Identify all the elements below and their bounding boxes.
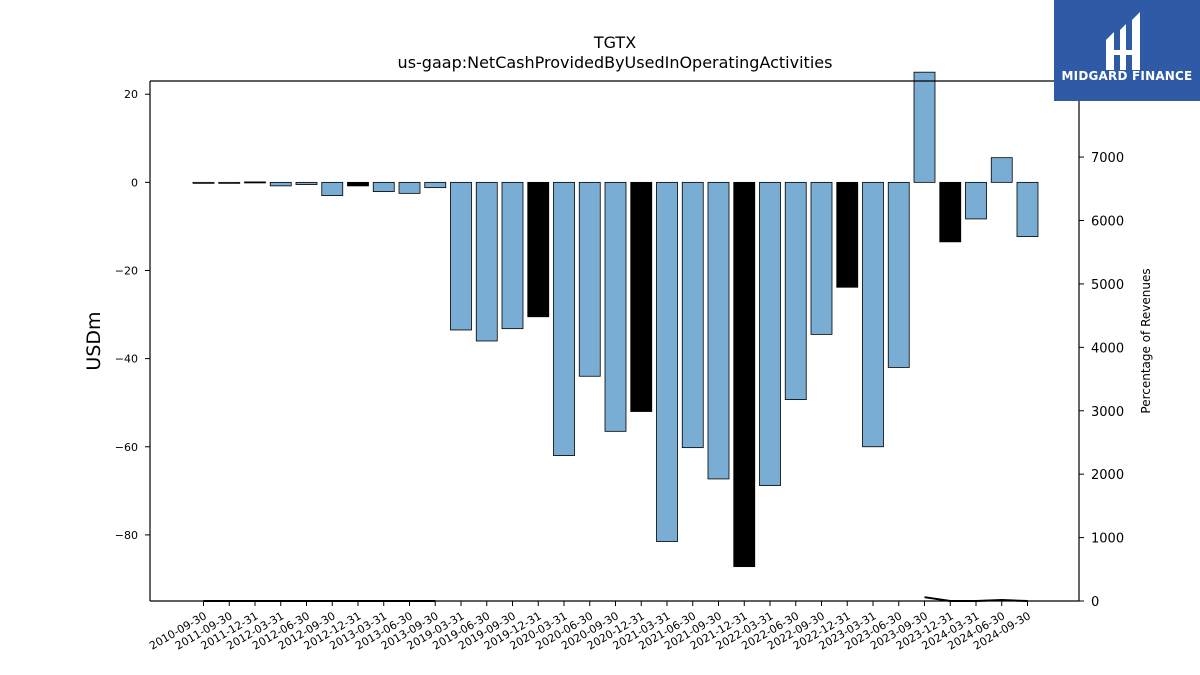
- bar: [527, 181, 550, 318]
- y2-tick-label: 7000: [1091, 151, 1124, 166]
- bar: [424, 181, 447, 189]
- y2-tick-label: 2000: [1091, 468, 1124, 483]
- bar: [681, 181, 704, 449]
- bar: [656, 181, 678, 542]
- y2-tick-label: 5000: [1091, 278, 1124, 293]
- bar: [295, 181, 318, 185]
- bar: [862, 181, 884, 448]
- y2-tick-label: 0: [1091, 595, 1099, 610]
- y2-tick-label: 6000: [1091, 215, 1124, 230]
- bar: [784, 181, 807, 401]
- y-axis-label: USDm: [83, 311, 105, 370]
- midgard-finance-logo: MIDGARD FINANCE: [1054, 0, 1200, 101]
- bar: [759, 181, 781, 486]
- y2-tick-label: 4000: [1091, 341, 1124, 356]
- y-tick-label: −60: [115, 441, 138, 454]
- bar: [269, 181, 292, 187]
- bar: [501, 181, 524, 330]
- y2-axis-label: Percentage of Revenues: [1139, 268, 1153, 413]
- bar: [604, 181, 627, 432]
- bar: [1016, 181, 1039, 237]
- bar: [965, 181, 987, 220]
- bar: [630, 181, 653, 412]
- bar: [218, 181, 241, 184]
- bar: [707, 181, 730, 480]
- y-tick-label: 0: [131, 176, 138, 189]
- bar: [192, 181, 215, 184]
- chart-subtitle: us-gaap:NetCashProvidedByUsedInOperating…: [398, 53, 833, 72]
- y-tick-label: −40: [115, 353, 138, 366]
- bar: [475, 181, 498, 342]
- bar: [553, 181, 575, 456]
- bar: [347, 181, 369, 187]
- logo-mark-icon: [1106, 12, 1140, 72]
- y-tick-label: −80: [115, 529, 138, 542]
- chart-title: TGTX: [593, 33, 636, 52]
- y-tick-label: 20: [124, 88, 138, 101]
- bar: [810, 181, 833, 335]
- bar: [939, 181, 962, 243]
- y-tick-label: −20: [115, 264, 138, 277]
- bar: [398, 181, 421, 194]
- bar: [321, 181, 344, 196]
- bar: [733, 181, 756, 568]
- bar: [578, 181, 601, 377]
- bar: [244, 181, 266, 184]
- bar: [450, 181, 472, 331]
- bar: [990, 157, 1013, 183]
- bar: [372, 181, 395, 193]
- bar: [836, 181, 859, 288]
- bar: [913, 71, 936, 183]
- y2-tick-label: 1000: [1091, 532, 1124, 547]
- bar: [887, 181, 910, 368]
- logo-name: MIDGARD FINANCE: [1061, 69, 1193, 83]
- y2-tick-label: 3000: [1091, 405, 1124, 420]
